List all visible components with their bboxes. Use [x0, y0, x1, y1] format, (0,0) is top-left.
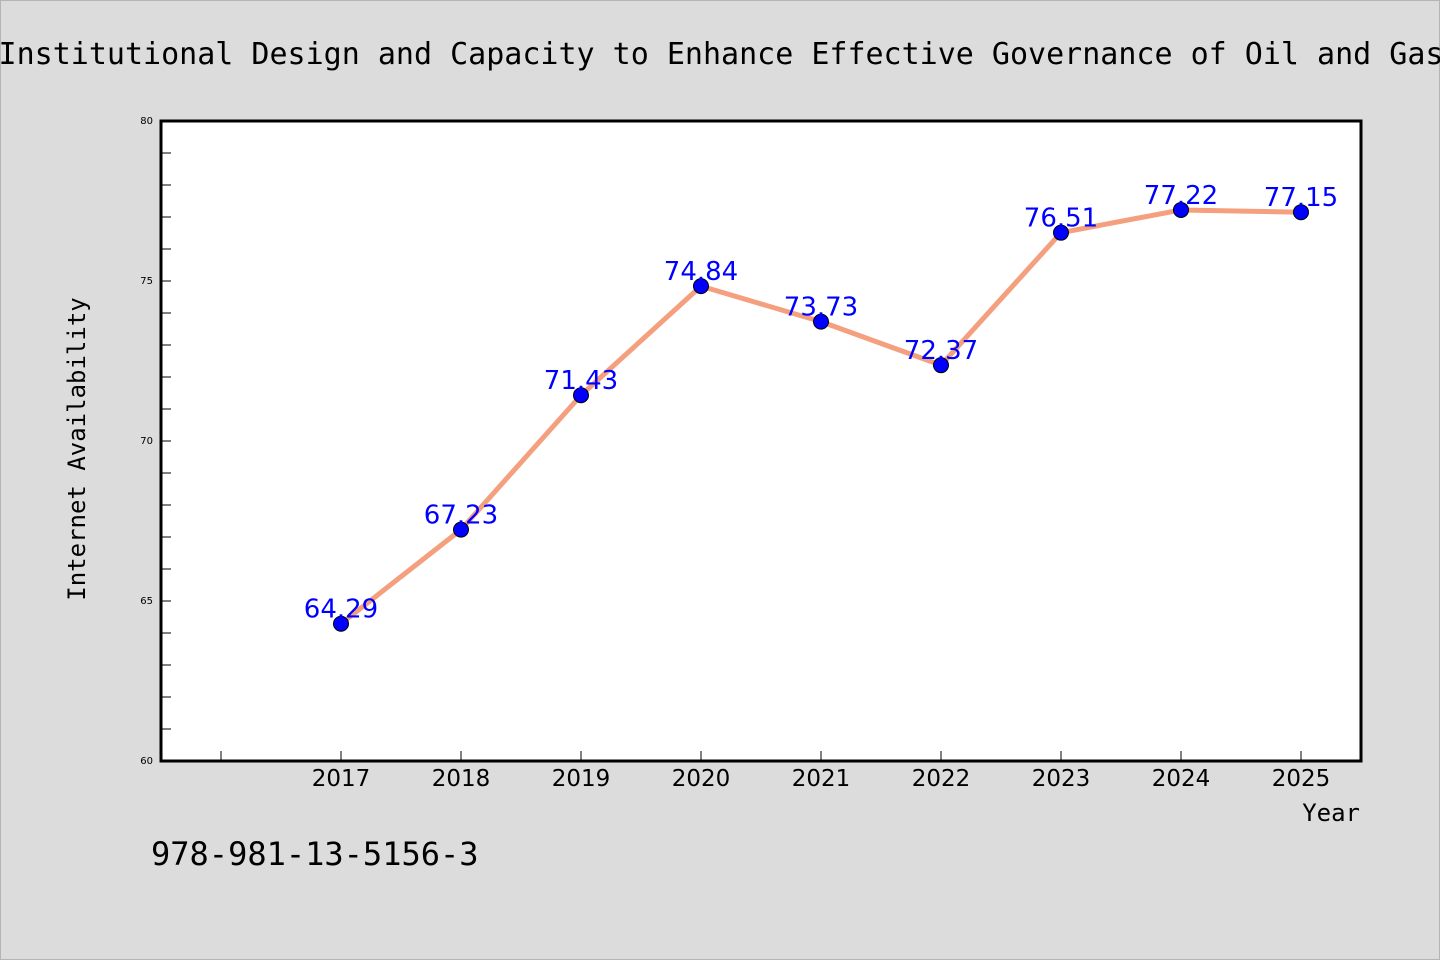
data-label: 67.23: [424, 501, 498, 531]
data-label: 64.29: [304, 595, 378, 625]
data-label: 76.51: [1024, 204, 1098, 234]
x-tick-label: 2021: [792, 766, 851, 792]
data-point: [693, 278, 709, 295]
y-tick-label: 65: [140, 596, 153, 607]
x-axis: 2017 2018 2019 2020 2021 2022 2023 2024 2025: [220, 751, 1331, 792]
data-label: 77.15: [1264, 183, 1338, 213]
x-tick-label: 2017: [312, 766, 371, 792]
data-point: [1053, 224, 1069, 241]
data-point: [333, 615, 349, 632]
y-tick-label: 80: [140, 116, 153, 127]
data-point: [1293, 204, 1309, 221]
data-point: [933, 357, 949, 374]
data-label: 73.73: [784, 293, 858, 323]
data-label: 77.22: [1144, 181, 1218, 211]
data-label-group: 64.29 67.23 71.43 74.84 73.73 72.37 76.51 77.22…: [304, 181, 1338, 625]
data-label: 74.84: [664, 257, 738, 287]
y-axis-label: Internet Availability: [63, 297, 91, 600]
data-point: [1173, 201, 1189, 218]
series-line-group: [333, 201, 1309, 632]
x-axis-label: Year: [1302, 799, 1360, 827]
x-tick-label: 2019: [552, 766, 611, 792]
x-tick-label: 2025: [1272, 766, 1331, 792]
x-tick-label: 2024: [1152, 766, 1211, 792]
x-tick-label: 2020: [672, 766, 731, 792]
y-tick-label: 60: [140, 756, 153, 767]
data-label: 71.43: [544, 366, 618, 396]
y-tick-label: 75: [140, 276, 153, 287]
x-tick-label: 2022: [912, 766, 971, 792]
data-point: [813, 313, 829, 330]
plot-area: [159, 119, 1363, 763]
data-label: 72.37: [904, 336, 978, 366]
isbn-footer: 978-981-13-5156-3: [151, 835, 479, 873]
chart-title: Institutional Design and Capacity to Enh…: [1, 37, 1440, 72]
data-point: [573, 387, 589, 404]
y-axis: 60 65 70 75 80: [140, 116, 171, 767]
x-tick-label: 2018: [432, 766, 491, 792]
x-tick-label: 2023: [1032, 766, 1091, 792]
data-point: [453, 521, 469, 538]
y-tick-label: 70: [140, 436, 153, 447]
